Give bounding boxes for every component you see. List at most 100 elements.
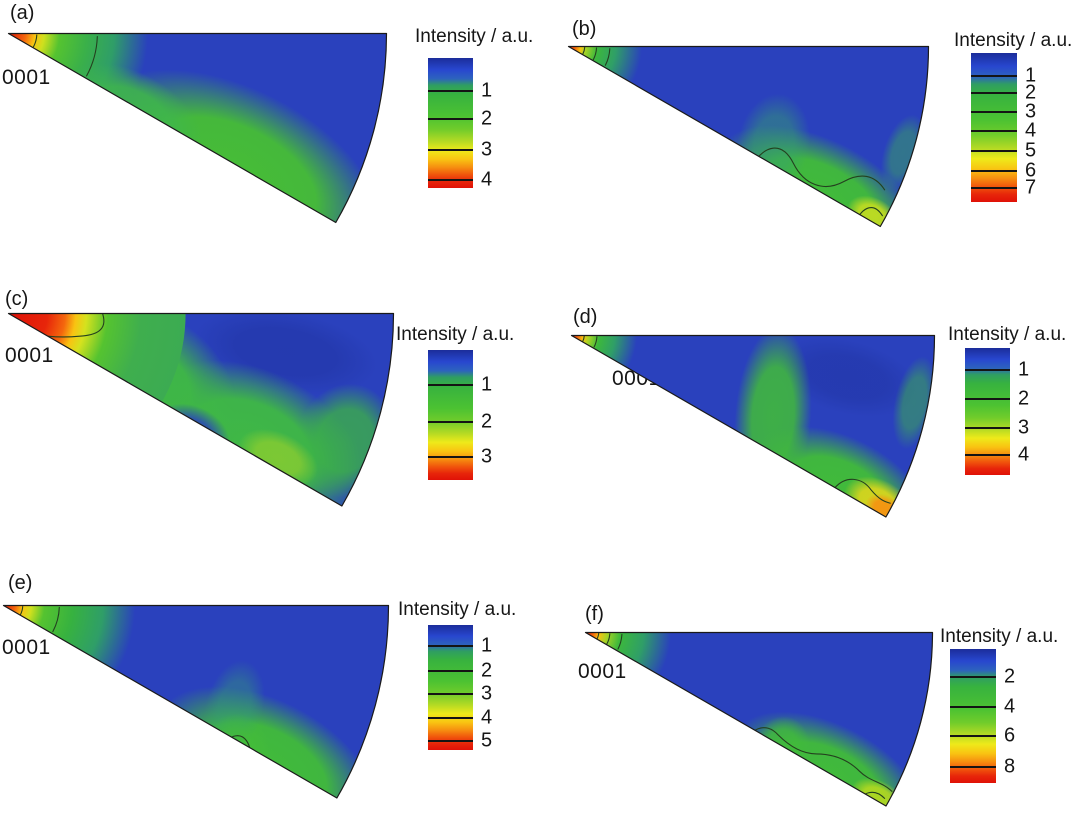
inverse-pole-figure-d <box>570 334 935 518</box>
axis-label-0001-e: 0001 <box>2 636 51 659</box>
colorbar-tick-label: 2 <box>1025 81 1037 104</box>
colorbar-tick <box>428 420 473 423</box>
axis-label-0001-a: 0001 <box>2 66 51 89</box>
colorbar-f: 2 4 6 8 <box>950 649 1015 783</box>
colorbar-title-e: Intensity / a.u. <box>398 599 517 620</box>
colorbar-tick <box>428 89 473 92</box>
colorbar-d: 1 2 3 4 <box>965 348 1029 475</box>
colorbar-tick <box>971 170 1017 172</box>
colorbar-tick <box>950 675 996 678</box>
axis-label-0001-f: 0001 <box>578 660 627 683</box>
colorbar-tick <box>971 92 1017 95</box>
colorbar-tick-label: 7 <box>1025 176 1037 199</box>
inverse-pole-figure-e <box>2 604 389 799</box>
wedge-outline <box>7 32 387 223</box>
colorbar-a: 1 2 3 4 <box>428 58 492 191</box>
colorbar-tick-label: 1 <box>1018 358 1030 381</box>
colorbar-tick <box>428 118 473 121</box>
contour-line <box>19 605 23 615</box>
colorbar-tick-label: 2 <box>1004 665 1016 688</box>
panel-letter-c: (c) <box>5 288 29 310</box>
colorbar-tick <box>428 740 473 743</box>
colorbar-tick <box>950 765 996 768</box>
colorbar-tick <box>428 149 473 152</box>
contour-line <box>32 33 37 47</box>
colorbar-title-b: Intensity / a.u. <box>954 30 1073 51</box>
contour-line <box>593 335 597 348</box>
colorbar-tick <box>428 384 473 387</box>
colorbar-tick-label: 6 <box>1004 724 1016 747</box>
inverse-pole-figure-b <box>567 45 929 227</box>
intensity-maximum-spot <box>8 313 186 491</box>
colorbar-tick-label: 4 <box>1025 119 1037 142</box>
wedge-fill <box>8 33 386 222</box>
panel-letter-a: (a) <box>10 2 35 24</box>
colorbar-tick-label: 3 <box>1018 416 1030 439</box>
contour-line <box>604 47 610 66</box>
wedge-fill <box>8 313 393 506</box>
colorbar-tick-label: 4 <box>1018 443 1030 466</box>
colorbar-tick <box>428 692 473 695</box>
colorbar-tick-label: 1 <box>481 373 493 396</box>
colorbar-tick <box>965 397 1010 400</box>
panel-letter-e: (e) <box>8 572 33 594</box>
panel-letter-d: (d) <box>573 306 598 328</box>
wedge-fill <box>571 335 934 517</box>
contour-line <box>742 726 892 792</box>
inverse-pole-figure-c <box>7 312 394 507</box>
colorbar-tick-label: 2 <box>1018 387 1030 410</box>
colorbar-title-c: Intensity / a.u. <box>396 324 515 345</box>
colorbar-tick-label: 4 <box>1004 695 1016 718</box>
colorbar-tick <box>971 150 1017 152</box>
colorbar-tick-label: 3 <box>481 682 493 705</box>
colorbar-tick <box>428 645 473 648</box>
axis-label-0001-c: 0001 <box>5 344 54 367</box>
wedge-fill <box>585 632 932 806</box>
contour-line <box>605 632 610 644</box>
colorbar-tick <box>971 111 1017 114</box>
wedge-outline <box>584 631 933 807</box>
panel-letter-f: (f) <box>585 603 604 625</box>
colorbar-c: 1 2 3 <box>428 350 492 480</box>
colorbar-tick-label: 4 <box>481 168 493 191</box>
contour-line <box>592 46 597 60</box>
intensity-maximum-spot <box>3 605 150 752</box>
colorbar-title-d: Intensity / a.u. <box>948 324 1067 345</box>
colorbar-tick-label: 8 <box>1004 755 1016 778</box>
wedge-fill <box>3 605 388 798</box>
wedge-outline <box>567 45 929 227</box>
colorbar-tick-label: 2 <box>481 410 493 432</box>
colorbar-tick <box>428 455 473 458</box>
colorbar-tick-label: 6 <box>1025 159 1037 182</box>
colorbar-title-f: Intensity / a.u. <box>940 626 1059 647</box>
colorbar-tick <box>965 453 1010 456</box>
colorbar-tick <box>950 705 996 708</box>
colorbar-tick <box>971 129 1017 132</box>
colorbar-tick-label: 2 <box>481 659 493 682</box>
colorbar-title-a: Intensity / a.u. <box>415 26 534 47</box>
colorbar-tick-label: 3 <box>481 138 493 161</box>
wedge-fill <box>568 46 928 226</box>
colorbar-tick <box>950 735 996 738</box>
colorbar-tick <box>428 179 473 182</box>
colorbar-tick <box>428 716 473 719</box>
colorbar-tick-label: 3 <box>481 445 493 468</box>
inverse-pole-figure-f <box>584 631 933 807</box>
colorbar-tick-label: 1 <box>481 79 493 101</box>
colorbar-tick-label: 2 <box>481 107 493 130</box>
colorbar-tick-label: 1 <box>1025 64 1037 87</box>
wedge-outline <box>7 312 394 507</box>
colorbar-tick <box>971 74 1017 77</box>
contour-line <box>51 606 60 632</box>
contour-line <box>85 35 98 76</box>
colorbar-tick <box>965 368 1010 371</box>
intensity-maximum-spot <box>8 33 179 204</box>
contour-line <box>747 147 885 190</box>
colorbar-tick <box>971 187 1017 190</box>
colorbar-tick-label: 5 <box>1025 139 1037 162</box>
colorbar-tick-label: 5 <box>481 729 493 752</box>
colorbar-tick-label: 4 <box>481 706 493 728</box>
